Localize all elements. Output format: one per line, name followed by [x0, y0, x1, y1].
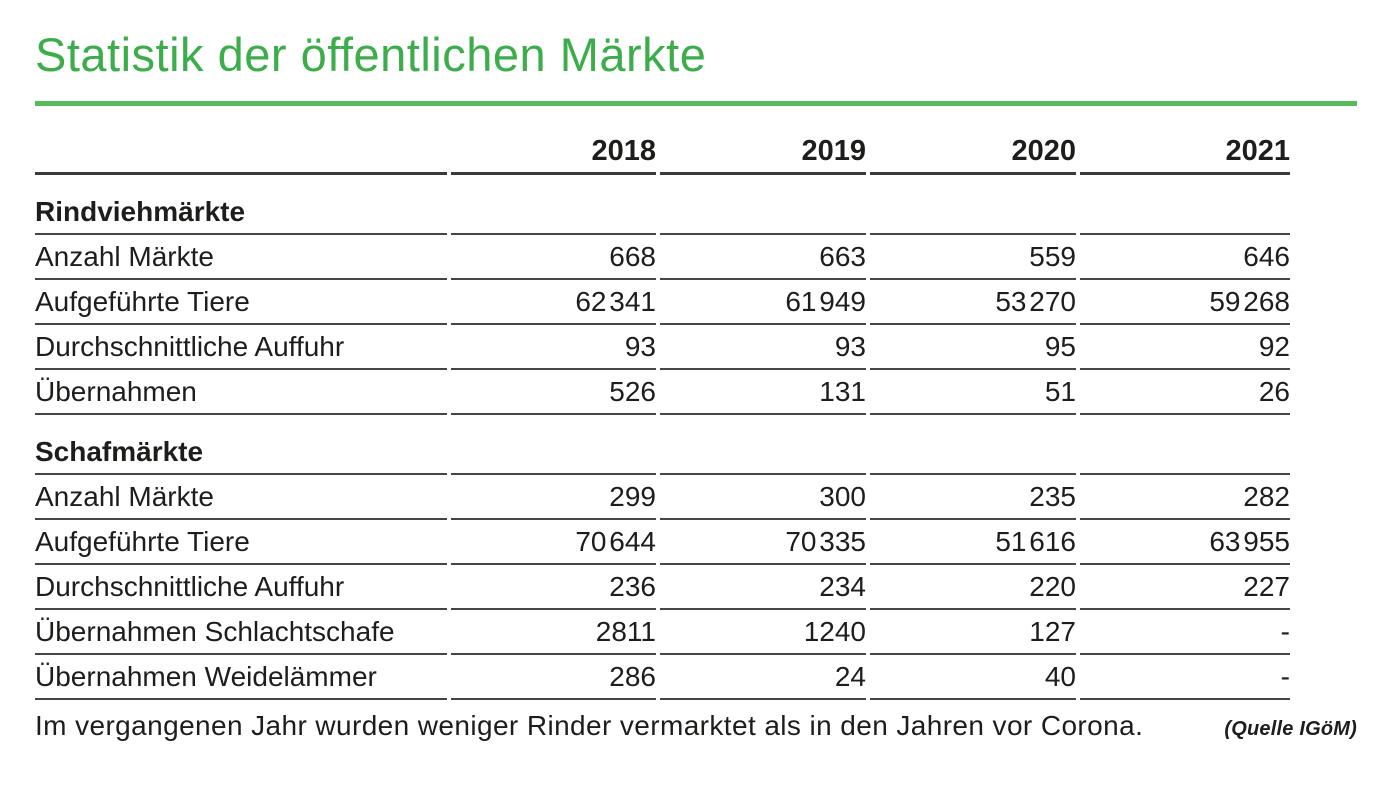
empty-cell	[451, 175, 656, 236]
cell-value: 93	[660, 325, 866, 371]
caption-text: Im vergangenen Jahr wurden weniger Rinde…	[35, 710, 1144, 742]
empty-cell	[870, 175, 1076, 236]
table-row: Anzahl Märkte 668 663 559 646	[35, 235, 1290, 281]
empty-cell	[451, 415, 656, 476]
cell-value: 236	[451, 565, 656, 611]
cell-value: 92	[1080, 325, 1290, 371]
cell-value: 53 270	[870, 280, 1076, 326]
cell-value: 235	[870, 475, 1076, 521]
cell-value: 40	[870, 655, 1076, 701]
table-row: Übernahmen Weidelämmer 286 24 40 -	[35, 655, 1290, 701]
row-label: Durchschnittliche Auffuhr	[35, 565, 447, 611]
year-column-header: 2021	[1080, 134, 1290, 176]
caption-row: Im vergangenen Jahr wurden weniger Rinde…	[35, 710, 1357, 742]
section-title: Schafmärkte	[35, 415, 447, 476]
empty-cell	[660, 415, 866, 476]
cell-value: 299	[451, 475, 656, 521]
cell-value: 127	[870, 610, 1076, 656]
row-label: Übernahmen Weidelämmer	[35, 655, 447, 701]
cell-value: 61 949	[660, 280, 866, 326]
cell-value: -	[1080, 610, 1290, 656]
page-title: Statistik der öffentlichen Märkte	[35, 28, 707, 81]
cell-value: 646	[1080, 235, 1290, 281]
cell-value: 51 616	[870, 520, 1076, 566]
cell-value: 24	[660, 655, 866, 701]
table-row: Aufgeführte Tiere 70 644 70 335 51 616 6…	[35, 520, 1290, 566]
source-credit: (Quelle IGöM)	[1224, 718, 1357, 741]
cell-value: 526	[451, 370, 656, 416]
table-header-row: 2018 2019 2020 2021	[35, 134, 1290, 176]
row-label: Aufgeführte Tiere	[35, 280, 447, 326]
cell-value: 51	[870, 370, 1076, 416]
cell-value: 668	[451, 235, 656, 281]
table-row: Anzahl Märkte 299 300 235 282	[35, 475, 1290, 521]
cell-value: 663	[660, 235, 866, 281]
cell-value: -	[1080, 655, 1290, 701]
cell-value: 95	[870, 325, 1076, 371]
table-row: Durchschnittliche Auffuhr 236 234 220 22…	[35, 565, 1290, 611]
empty-cell	[1080, 175, 1290, 236]
year-column-header: 2018	[451, 134, 656, 176]
empty-cell	[1080, 415, 1290, 476]
cell-value: 286	[451, 655, 656, 701]
cell-value: 59 268	[1080, 280, 1290, 326]
year-column-header: 2020	[870, 134, 1076, 176]
row-label: Anzahl Märkte	[35, 235, 447, 281]
cell-value: 559	[870, 235, 1076, 281]
empty-cell	[660, 175, 866, 236]
cell-value: 300	[660, 475, 866, 521]
cell-value: 62 341	[451, 280, 656, 326]
cell-value: 220	[870, 565, 1076, 611]
row-label: Übernahmen Schlachtschafe	[35, 610, 447, 656]
row-label: Übernahmen	[35, 370, 447, 416]
table-row: Übernahmen Schlachtschafe 2811 1240 127 …	[35, 610, 1290, 656]
cell-value: 70 335	[660, 520, 866, 566]
row-label: Anzahl Märkte	[35, 475, 447, 521]
cell-value: 2811	[451, 610, 656, 656]
table-row: Aufgeführte Tiere 62 341 61 949 53 270 5…	[35, 280, 1290, 326]
cell-value: 234	[660, 565, 866, 611]
cell-value: 26	[1080, 370, 1290, 416]
empty-cell	[870, 415, 1076, 476]
year-column-header: 2019	[660, 134, 866, 176]
cell-value: 1240	[660, 610, 866, 656]
cell-value: 282	[1080, 475, 1290, 521]
title-rule	[35, 101, 1357, 107]
cell-value: 63 955	[1080, 520, 1290, 566]
cell-value: 227	[1080, 565, 1290, 611]
row-label: Durchschnittliche Auffuhr	[35, 325, 447, 371]
page: Statistik der öffentlichen Märkte 2018 2…	[35, 28, 1357, 742]
table-row: Übernahmen 526 131 51 26	[35, 370, 1290, 416]
cell-value: 70 644	[451, 520, 656, 566]
statistics-table: 2018 2019 2020 2021 Rindviehmärkte Anzah…	[35, 134, 1290, 701]
cell-value: 131	[660, 370, 866, 416]
section-title: Rindviehmärkte	[35, 175, 447, 236]
row-label: Aufgeführte Tiere	[35, 520, 447, 566]
table-row: Durchschnittliche Auffuhr 93 93 95 92	[35, 325, 1290, 371]
section-header-schafmaerkte: Schafmärkte	[35, 415, 1290, 476]
cell-value: 93	[451, 325, 656, 371]
section-header-rindviehmaerkte: Rindviehmärkte	[35, 175, 1290, 236]
header-label-spacer	[35, 134, 447, 176]
